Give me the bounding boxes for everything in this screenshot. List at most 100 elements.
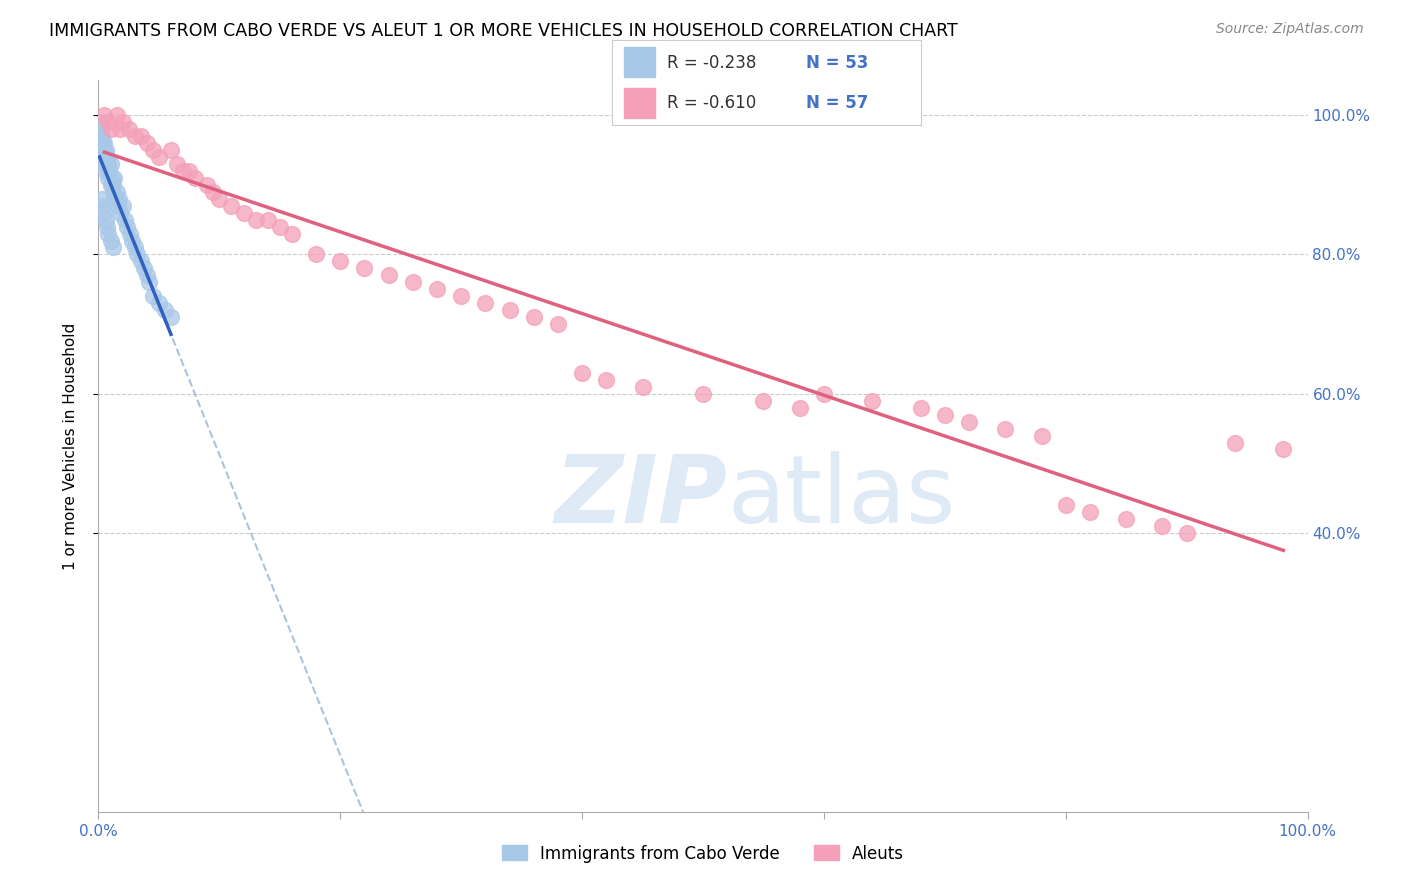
Point (96, 219, 118, 234)
Point (1272, 442, 1295, 457)
Point (1031, 428, 1053, 442)
Text: N = 57: N = 57 (807, 94, 869, 112)
Point (100, 170, 122, 185)
Point (910, 401, 932, 415)
Point (172, 164, 194, 178)
Text: Source: ZipAtlas.com: Source: ZipAtlas.com (1216, 22, 1364, 37)
Point (93, 108, 115, 122)
Point (100, 234, 122, 248)
Point (1175, 526, 1198, 541)
Point (91, 136, 114, 150)
Text: IMMIGRANTS FROM CABO VERDE VS ALEUT 1 OR MORE VEHICLES IN HOUSEHOLD CORRELATION : IMMIGRANTS FROM CABO VERDE VS ALEUT 1 OR… (49, 22, 957, 40)
Point (221, 199, 243, 213)
Point (305, 247, 328, 261)
Point (166, 157, 188, 171)
Point (692, 386, 714, 401)
Point (202, 185, 225, 199)
Point (450, 289, 472, 303)
Point (94, 143, 117, 157)
Point (104, 192, 127, 206)
Point (118, 227, 141, 241)
Point (789, 401, 811, 415)
Point (111, 115, 134, 129)
Point (101, 185, 124, 199)
Point (1223, 435, 1246, 450)
Point (402, 275, 425, 289)
Point (547, 317, 569, 331)
Point (108, 192, 131, 206)
Point (117, 219, 139, 234)
Point (97, 170, 120, 185)
Point (138, 275, 160, 289)
Point (91, 136, 114, 150)
Point (208, 192, 231, 206)
Point (184, 170, 207, 185)
Point (179, 164, 201, 178)
Point (89, 115, 111, 129)
Point (571, 366, 593, 380)
Point (103, 170, 125, 185)
Point (91, 143, 114, 157)
Point (142, 143, 165, 157)
Point (90, 122, 112, 136)
Point (957, 415, 980, 429)
Point (148, 150, 170, 164)
Point (100, 157, 122, 171)
Point (101, 240, 124, 254)
Point (121, 234, 143, 248)
Point (160, 143, 183, 157)
Legend: Immigrants from Cabo Verde, Aleuts: Immigrants from Cabo Verde, Aleuts (495, 838, 911, 869)
Point (91, 199, 114, 213)
Point (105, 185, 128, 199)
Point (93, 157, 115, 171)
Point (1054, 498, 1077, 512)
Point (269, 219, 291, 234)
Point (114, 212, 136, 227)
Point (860, 393, 883, 408)
Point (153, 303, 176, 318)
Point (97, 227, 120, 241)
Point (108, 205, 131, 219)
Point (135, 136, 157, 150)
Point (101, 178, 124, 192)
Point (100, 178, 122, 192)
Text: N = 53: N = 53 (807, 54, 869, 72)
Point (752, 393, 775, 408)
Point (232, 205, 254, 219)
Point (1152, 519, 1174, 533)
FancyBboxPatch shape (624, 47, 655, 78)
Point (377, 268, 399, 283)
Point (93, 143, 115, 157)
Point (96, 157, 118, 171)
Point (91, 128, 114, 143)
Point (129, 254, 152, 268)
Point (94, 164, 117, 178)
Point (100, 122, 122, 136)
Point (91, 192, 114, 206)
Point (127, 247, 149, 261)
Point (142, 289, 165, 303)
Point (111, 199, 134, 213)
Point (160, 310, 183, 325)
Point (107, 199, 129, 213)
Point (523, 310, 546, 325)
Point (281, 227, 304, 241)
Point (93, 136, 115, 150)
FancyBboxPatch shape (624, 87, 655, 118)
Text: R = -0.610: R = -0.610 (668, 94, 756, 112)
Point (97, 157, 120, 171)
Text: ZIP: ZIP (554, 451, 727, 543)
Y-axis label: 1 or more Vehicles in Household: 1 or more Vehicles in Household (63, 322, 77, 570)
Point (353, 261, 375, 276)
Point (426, 282, 449, 296)
Point (1078, 505, 1101, 519)
Point (498, 303, 520, 318)
Point (245, 212, 267, 227)
Point (94, 212, 117, 227)
Point (129, 128, 152, 143)
Point (108, 122, 131, 136)
Text: atlas: atlas (727, 451, 956, 543)
Point (98, 164, 121, 178)
Point (134, 261, 156, 276)
Point (118, 122, 141, 136)
